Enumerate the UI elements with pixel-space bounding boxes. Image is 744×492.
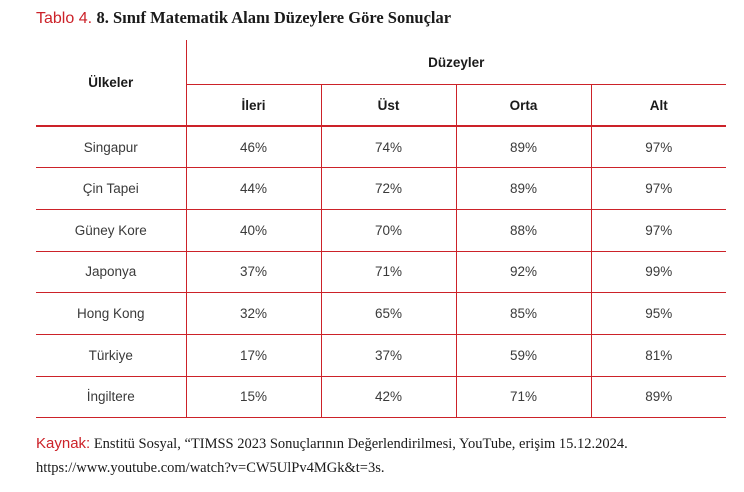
table-number: Tablo 4. <box>36 10 93 27</box>
country-cell: Singapur <box>83 139 138 155</box>
value-cell: 89% <box>590 376 726 418</box>
value-cell: 44% <box>185 167 321 210</box>
table-row: Güney Kore 40% 70% 88% 97% <box>36 209 726 252</box>
table-row: Singapur 46% 74% 89% 97% <box>36 126 726 168</box>
value-cell: 85% <box>455 292 591 335</box>
value-cell: 59% <box>455 334 591 377</box>
value-cell: 88% <box>455 209 591 252</box>
value-cell: 74% <box>320 126 456 168</box>
table-header-row: Ülkeler Düzeyler <box>36 40 726 126</box>
value-cell: 37% <box>320 334 456 377</box>
value-cell: 40% <box>185 209 321 252</box>
column-header-ust: Üst <box>320 84 456 126</box>
value-cell: 97% <box>590 126 726 168</box>
table-subheader-row: İleri Üst Orta Alt <box>36 84 726 126</box>
table-row: Hong Kong 32% 65% 85% 95% <box>36 292 726 335</box>
table-row: Çin Tapei 44% 72% 89% 97% <box>36 167 726 210</box>
country-cell: Güney Kore <box>74 222 147 238</box>
value-cell: 42% <box>320 376 456 418</box>
country-cell: Hong Kong <box>76 306 145 322</box>
country-cell: Türkiye <box>88 347 133 363</box>
column-header-orta: Orta <box>455 84 591 126</box>
value-cell: 71% <box>455 376 591 418</box>
country-cell: Çin Tapei <box>82 181 139 197</box>
value-cell: 97% <box>590 167 726 210</box>
value-cell: 46% <box>185 126 321 168</box>
table-title: 8. Sınıf Matematik Alanı Düzeylere Göre … <box>96 8 452 27</box>
value-cell: 89% <box>455 126 591 168</box>
country-cell: İngiltere <box>86 389 135 405</box>
column-header-ileri: İleri <box>186 84 321 126</box>
value-cell: 89% <box>455 167 591 210</box>
value-cell: 97% <box>590 209 726 252</box>
table-row: Türkiye 17% 37% 59% 81% <box>36 334 726 377</box>
value-cell: 99% <box>590 251 726 293</box>
value-cell: 70% <box>320 209 456 252</box>
table-row: İngiltere 15% 42% 71% 89% <box>36 376 726 418</box>
country-column-header: Ülkeler <box>36 40 187 126</box>
value-cell: 81% <box>590 334 726 377</box>
value-cell: 32% <box>185 292 321 335</box>
source-note: Kaynak: Enstitü Sosyal, “TIMSS 2023 Sonu… <box>36 432 726 480</box>
value-cell: 15% <box>185 376 321 418</box>
results-table: Ülkeler Düzeyler İleri Üst Orta Alt Sing… <box>36 40 726 418</box>
source-label: Kaynak: <box>36 435 91 452</box>
levels-group-header: Düzeyler <box>428 54 485 70</box>
value-cell: 71% <box>320 251 456 293</box>
country-cell: Japonya <box>85 264 137 280</box>
source-text: Enstitü Sosyal, “TIMSS 2023 Sonuçlarının… <box>36 436 628 476</box>
value-cell: 72% <box>320 167 456 210</box>
value-cell: 17% <box>185 334 321 377</box>
table-row: Japonya 37% 71% 92% 99% <box>36 251 726 293</box>
value-cell: 92% <box>455 251 591 293</box>
value-cell: 65% <box>320 292 456 335</box>
value-cell: 95% <box>590 292 726 335</box>
column-header-alt: Alt <box>590 84 726 126</box>
table-caption: Tablo 4. 8. Sınıf Matematik Alanı Düzeyl… <box>36 8 451 29</box>
value-cell: 37% <box>185 251 321 293</box>
